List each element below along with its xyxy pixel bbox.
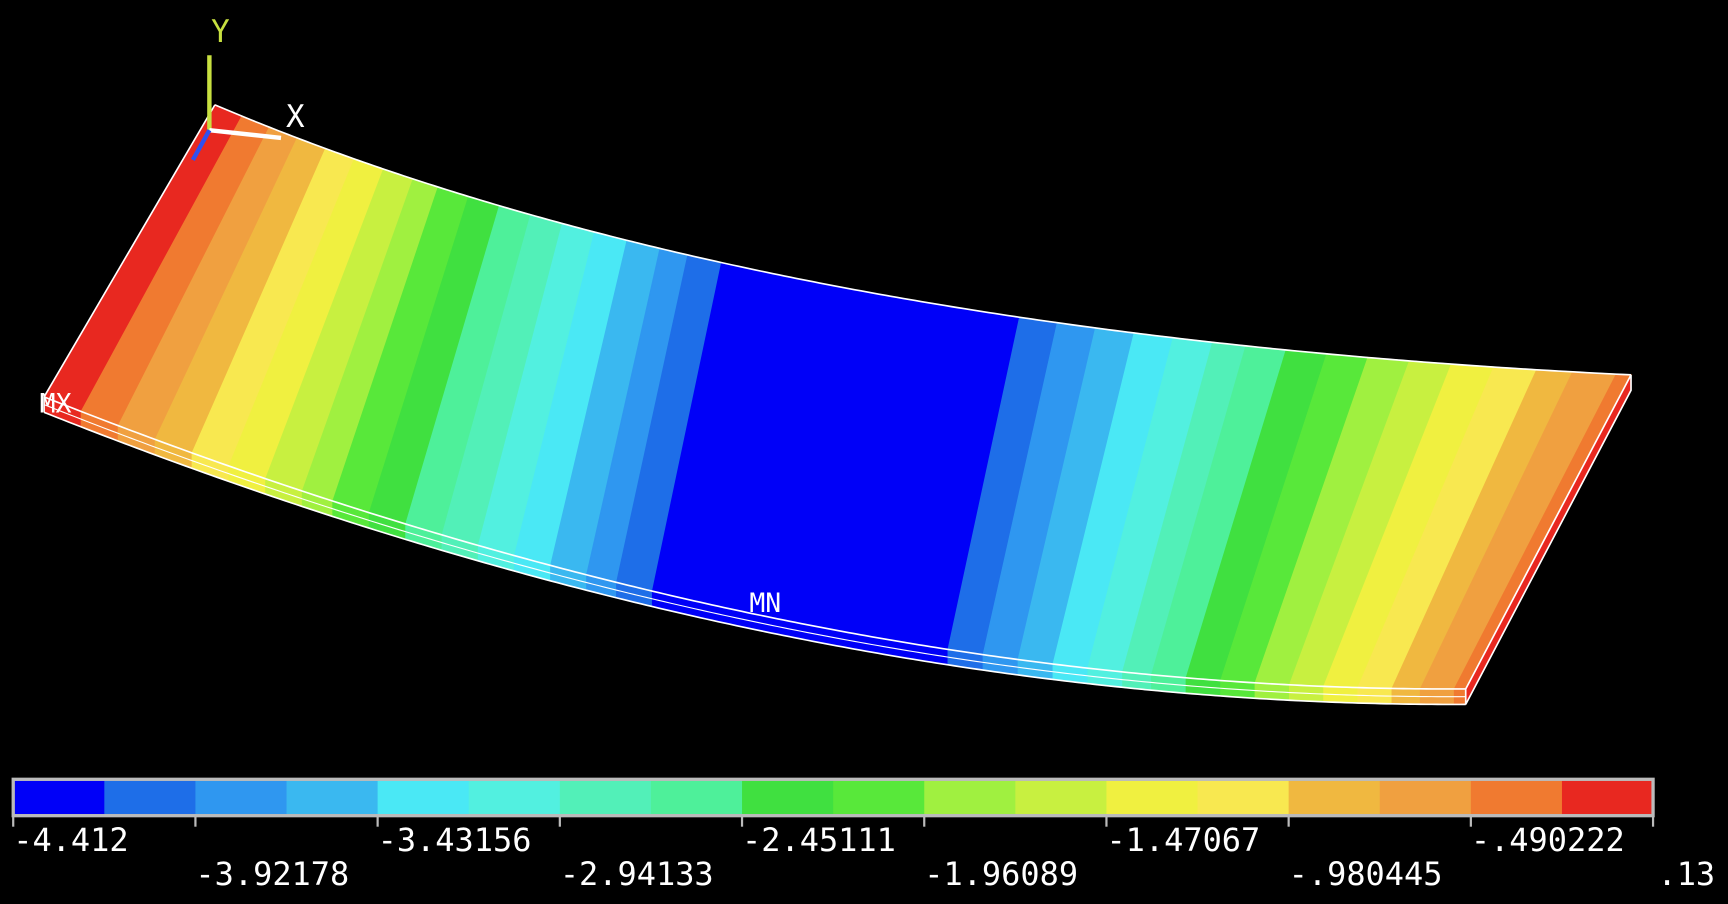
max-marker: MX <box>40 388 72 419</box>
color-band <box>650 779 743 816</box>
edge-line <box>214 104 1632 376</box>
edge-line <box>43 396 1466 690</box>
tick-label: -2.45111 <box>742 821 896 859</box>
color-band <box>468 779 561 816</box>
tick-label: -.490222 <box>1471 821 1625 859</box>
tick-label: -1.47067 <box>1106 821 1260 859</box>
colorbar: -4.412 -3.92178 -3.43156 -2.94133 -2.45111 -1… <box>11 777 1715 893</box>
tick-label: -.980445 <box>1289 855 1443 893</box>
colorbar-frame <box>11 777 1655 818</box>
color-band <box>742 779 834 816</box>
axes-triad: Y X <box>190 14 305 162</box>
end-face <box>1465 374 1632 705</box>
tick-label: -3.92178 <box>195 855 349 893</box>
edge-line <box>1464 374 1632 705</box>
color-band <box>104 779 196 816</box>
color-band <box>1015 779 1107 816</box>
color-band <box>1379 779 1472 816</box>
color-band <box>13 779 105 816</box>
min-marker: MN <box>749 588 781 619</box>
color-band <box>1197 779 1290 816</box>
color-band <box>559 779 652 816</box>
color-band <box>286 779 379 816</box>
color-band <box>924 779 1016 816</box>
tick-label: -2.94133 <box>560 855 714 893</box>
edge-line <box>43 104 216 413</box>
color-band <box>1288 779 1381 816</box>
color-band <box>833 779 925 816</box>
color-band <box>1561 779 1654 816</box>
x-axis-label: X <box>286 99 305 135</box>
x-axis-arrow <box>209 128 282 141</box>
color-band <box>195 779 288 816</box>
tick-label: .13 <box>1657 855 1715 893</box>
color-band <box>1106 779 1199 816</box>
z-axis-arrow <box>190 129 212 162</box>
color-band <box>1470 779 1563 816</box>
tick-label: -4.412 <box>13 821 128 859</box>
edge-line <box>43 411 1466 706</box>
edge-line <box>43 404 1466 698</box>
tick-label: -3.43156 <box>378 821 532 859</box>
y-axis-label: Y <box>211 14 230 50</box>
color-band <box>377 779 470 816</box>
tick-label: -1.96089 <box>924 855 1078 893</box>
beam <box>43 104 1632 706</box>
